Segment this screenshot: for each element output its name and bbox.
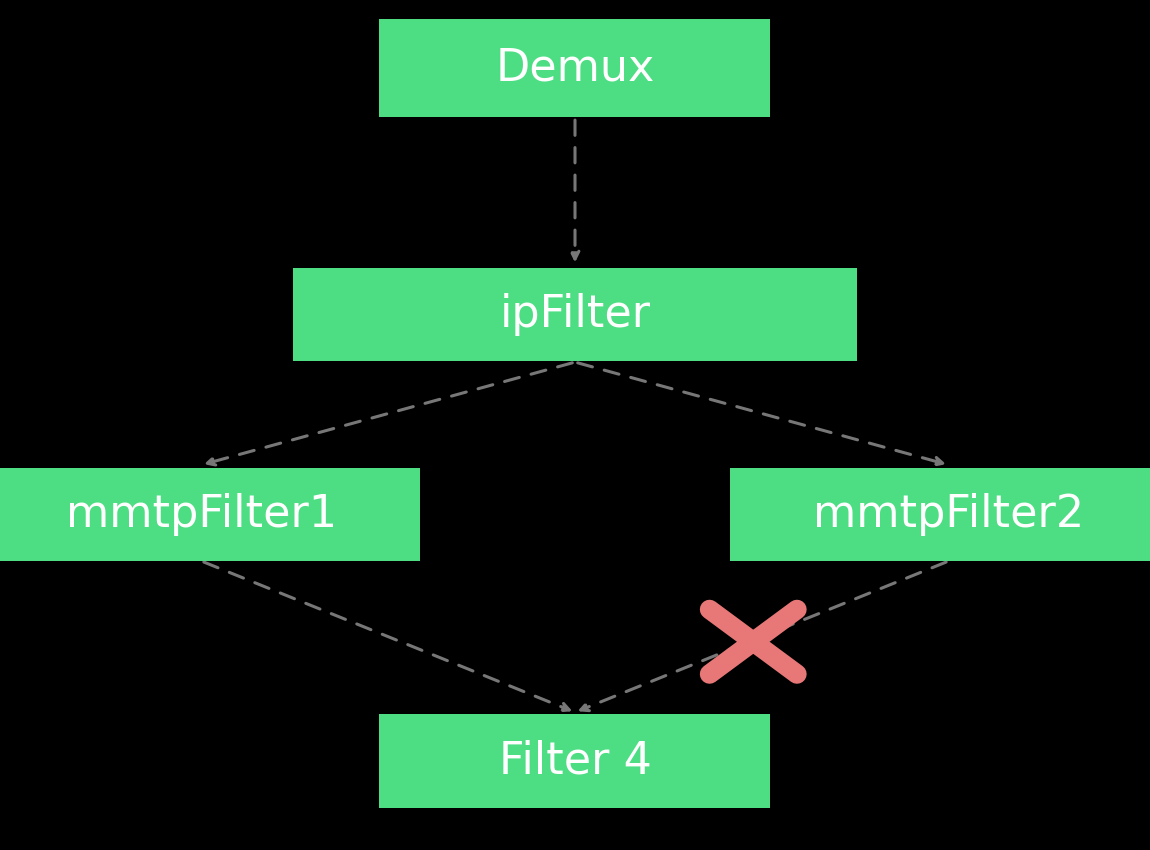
FancyBboxPatch shape xyxy=(293,268,857,361)
Text: mmtpFilter2: mmtpFilter2 xyxy=(813,493,1084,536)
FancyBboxPatch shape xyxy=(380,20,770,117)
FancyBboxPatch shape xyxy=(730,468,1150,561)
Text: mmtpFilter1: mmtpFilter1 xyxy=(66,493,337,536)
FancyBboxPatch shape xyxy=(380,714,770,808)
Text: ipFilter: ipFilter xyxy=(499,293,651,336)
Text: Filter 4: Filter 4 xyxy=(499,740,651,782)
Text: Demux: Demux xyxy=(496,47,654,89)
FancyBboxPatch shape xyxy=(0,468,420,561)
